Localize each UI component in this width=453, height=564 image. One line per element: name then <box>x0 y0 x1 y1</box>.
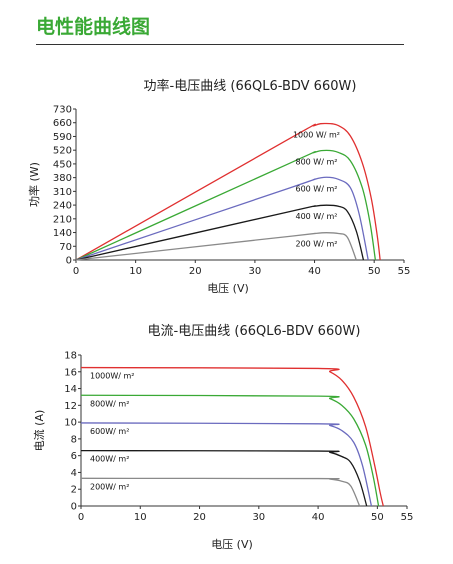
x-tick-label: 50 <box>368 266 381 277</box>
y-tick-label: 140 <box>53 228 72 239</box>
y-tick-label: 660 <box>53 118 72 129</box>
y-tick-label: 18 <box>64 351 77 362</box>
x-tick-label: 40 <box>312 512 325 523</box>
power-voltage-chart: 功率-电压曲线 (66QL6-BDV 660W) 0 70 140 210 240 310 3… <box>27 78 411 295</box>
y-tick-label: 8 <box>71 434 77 445</box>
series-label-4: 200 W/ m² <box>295 240 337 249</box>
series-label-3: 400W/ m² <box>90 455 129 464</box>
series-label-2: 600 W/ m² <box>295 184 337 193</box>
y-axis-label: 电流 (A) <box>32 410 46 452</box>
series-label-4: 200W/ m² <box>90 482 129 491</box>
series-line-3 <box>80 449 368 507</box>
y-tick-label: 6 <box>71 451 77 462</box>
series-label-0: 1000W/ m² <box>90 372 135 381</box>
y-tick-label: 70 <box>59 242 72 253</box>
series-line-4 <box>80 477 361 507</box>
y-tick-label: 520 <box>53 146 72 157</box>
series-line-0 <box>80 366 384 507</box>
y-tick-label: 0 <box>66 256 72 267</box>
y-tick-label: 12 <box>64 401 77 412</box>
y-tick-label: 2 <box>71 485 77 496</box>
x-tick-label: 0 <box>78 512 84 523</box>
y-tick-label: 14 <box>64 384 77 395</box>
y-tick-label: 730 <box>53 105 72 116</box>
series-line-0 <box>75 122 381 261</box>
y-tick-label: 10 <box>64 418 77 429</box>
x-tick-label: 30 <box>252 512 265 523</box>
y-tick-label: 450 <box>53 159 72 170</box>
title-divider <box>36 44 404 45</box>
y-tick-label: 590 <box>53 132 72 143</box>
y-tick-label: 310 <box>53 187 72 198</box>
y-tick-label: 4 <box>71 468 77 479</box>
series-line-1 <box>75 149 377 261</box>
current-voltage-chart: 电流-电压曲线 (66QL6-BDV 660W) 0 2 4 6 8 10 12 14 16 18 0… <box>32 324 414 551</box>
x-axis-label: 电压 (V) <box>207 282 249 295</box>
x-tick-label: 20 <box>193 512 206 523</box>
x-tick-label: 40 <box>308 266 321 277</box>
y-tick-label: 380 <box>53 173 72 184</box>
x-tick-label: 10 <box>134 512 147 523</box>
series-label-2: 600W/ m² <box>90 427 129 436</box>
y-tick-label: 240 <box>53 201 72 212</box>
x-tick-label: 10 <box>129 266 142 277</box>
series-line-1 <box>80 394 380 507</box>
y-tick-label: 16 <box>64 367 77 378</box>
x-tick-label: 55 <box>401 512 414 523</box>
x-tick-label: 0 <box>73 266 79 277</box>
series-line-3 <box>75 204 365 261</box>
chart-title: 电流-电压曲线 (66QL6-BDV 660W) <box>148 324 361 339</box>
series-line-4 <box>75 232 357 261</box>
chart-title: 功率-电压曲线 (66QL6-BDV 660W) <box>144 78 357 94</box>
series-label-3: 400 W/ m² <box>295 212 337 221</box>
y-axis-label: 功率 (W) <box>27 162 41 207</box>
series-label-0: 1000 W/ m² <box>293 130 340 139</box>
series-line-2 <box>75 176 369 261</box>
x-tick-label: 20 <box>189 266 202 277</box>
x-tick-label: 30 <box>249 266 262 277</box>
page-title: 电性能曲线图 <box>36 16 151 38</box>
x-tick-label: 55 <box>398 266 411 277</box>
series-label-1: 800W/ m² <box>90 399 129 408</box>
series-label-1: 800 W/ m² <box>295 157 337 166</box>
series-line-2 <box>80 422 373 507</box>
y-tick-label: 210 <box>53 214 72 225</box>
x-axis-label: 电压 (V) <box>211 538 253 551</box>
x-tick-label: 50 <box>371 512 384 523</box>
y-tick-label: 0 <box>71 502 77 513</box>
